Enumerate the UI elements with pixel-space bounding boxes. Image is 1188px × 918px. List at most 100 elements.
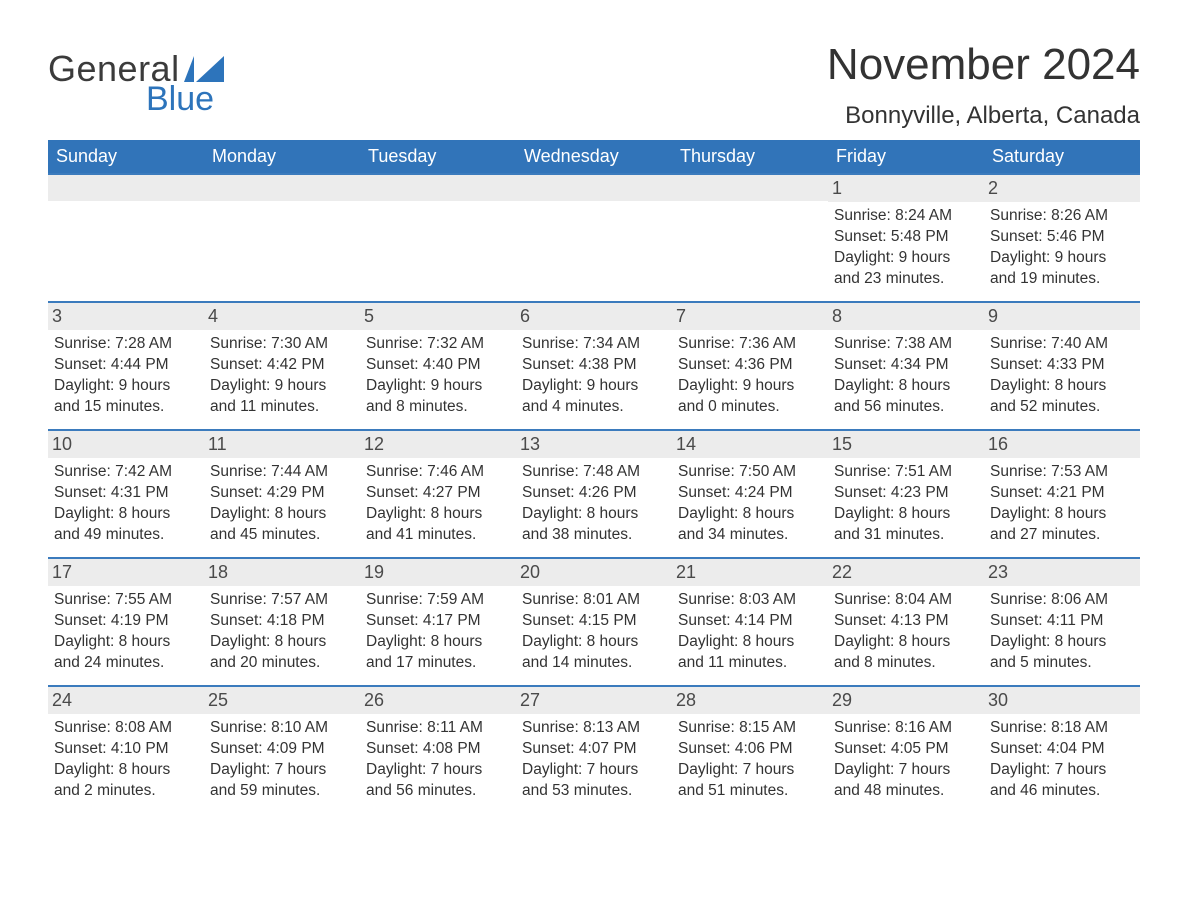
- day-cell: [672, 173, 828, 301]
- day-sunset: Sunset: 4:21 PM: [990, 483, 1134, 504]
- day-daylight1: Daylight: 8 hours: [834, 376, 978, 397]
- day-cell: [516, 173, 672, 301]
- day-cell: 25Sunrise: 8:10 AMSunset: 4:09 PMDayligh…: [204, 685, 360, 813]
- day-sunrise: Sunrise: 8:15 AM: [678, 718, 822, 739]
- day-daylight2: and 11 minutes.: [678, 653, 822, 674]
- day-daylight2: and 14 minutes.: [522, 653, 666, 674]
- logo-text-blue: Blue: [146, 80, 214, 119]
- day-daylight1: Daylight: 8 hours: [522, 632, 666, 653]
- day-number: 11: [204, 429, 360, 458]
- day-daylight2: and 41 minutes.: [366, 525, 510, 546]
- day-sunrise: Sunrise: 7:28 AM: [54, 334, 198, 355]
- day-sunrise: Sunrise: 7:42 AM: [54, 462, 198, 483]
- day-sunset: Sunset: 4:29 PM: [210, 483, 354, 504]
- weekday-cell: Friday: [828, 140, 984, 173]
- day-sunset: Sunset: 4:10 PM: [54, 739, 198, 760]
- day-sunset: Sunset: 4:26 PM: [522, 483, 666, 504]
- day-cell: 12Sunrise: 7:46 AMSunset: 4:27 PMDayligh…: [360, 429, 516, 557]
- day-number: 18: [204, 557, 360, 586]
- day-cell: 1Sunrise: 8:24 AMSunset: 5:48 PMDaylight…: [828, 173, 984, 301]
- day-sunrise: Sunrise: 8:10 AM: [210, 718, 354, 739]
- day-daylight1: Daylight: 8 hours: [54, 760, 198, 781]
- day-number: 3: [48, 301, 204, 330]
- day-sunset: Sunset: 4:15 PM: [522, 611, 666, 632]
- weekday-cell: Saturday: [984, 140, 1140, 173]
- day-daylight2: and 19 minutes.: [990, 269, 1134, 290]
- empty-day-bar: [516, 173, 672, 201]
- day-daylight1: Daylight: 8 hours: [54, 632, 198, 653]
- day-daylight1: Daylight: 8 hours: [522, 504, 666, 525]
- day-daylight1: Daylight: 7 hours: [366, 760, 510, 781]
- day-number: 21: [672, 557, 828, 586]
- day-daylight2: and 4 minutes.: [522, 397, 666, 418]
- day-daylight1: Daylight: 7 hours: [210, 760, 354, 781]
- day-daylight2: and 45 minutes.: [210, 525, 354, 546]
- day-sunset: Sunset: 4:42 PM: [210, 355, 354, 376]
- day-sunset: Sunset: 4:33 PM: [990, 355, 1134, 376]
- day-daylight2: and 2 minutes.: [54, 781, 198, 802]
- day-sunset: Sunset: 5:46 PM: [990, 227, 1134, 248]
- day-daylight1: Daylight: 8 hours: [210, 504, 354, 525]
- day-cell: 28Sunrise: 8:15 AMSunset: 4:06 PMDayligh…: [672, 685, 828, 813]
- weekday-cell: Thursday: [672, 140, 828, 173]
- day-cell: 24Sunrise: 8:08 AMSunset: 4:10 PMDayligh…: [48, 685, 204, 813]
- day-daylight2: and 31 minutes.: [834, 525, 978, 546]
- day-cell: [48, 173, 204, 301]
- day-cell: 13Sunrise: 7:48 AMSunset: 4:26 PMDayligh…: [516, 429, 672, 557]
- day-sunrise: Sunrise: 7:48 AM: [522, 462, 666, 483]
- location: Bonnyville, Alberta, Canada: [827, 102, 1140, 130]
- day-sunrise: Sunrise: 8:26 AM: [990, 206, 1134, 227]
- title-block: November 2024 Bonnyville, Alberta, Canad…: [827, 40, 1140, 130]
- day-sunset: Sunset: 4:36 PM: [678, 355, 822, 376]
- day-sunrise: Sunrise: 7:34 AM: [522, 334, 666, 355]
- day-sunset: Sunset: 4:18 PM: [210, 611, 354, 632]
- day-cell: 29Sunrise: 8:16 AMSunset: 4:05 PMDayligh…: [828, 685, 984, 813]
- day-daylight2: and 56 minutes.: [366, 781, 510, 802]
- day-daylight1: Daylight: 7 hours: [990, 760, 1134, 781]
- logo: General Blue: [48, 40, 224, 119]
- day-daylight1: Daylight: 8 hours: [210, 632, 354, 653]
- day-daylight1: Daylight: 8 hours: [54, 504, 198, 525]
- day-number: 4: [204, 301, 360, 330]
- day-daylight2: and 27 minutes.: [990, 525, 1134, 546]
- day-daylight2: and 5 minutes.: [990, 653, 1134, 674]
- day-sunrise: Sunrise: 8:11 AM: [366, 718, 510, 739]
- day-sunset: Sunset: 4:07 PM: [522, 739, 666, 760]
- day-number: 8: [828, 301, 984, 330]
- day-cell: 19Sunrise: 7:59 AMSunset: 4:17 PMDayligh…: [360, 557, 516, 685]
- day-daylight2: and 0 minutes.: [678, 397, 822, 418]
- day-daylight2: and 51 minutes.: [678, 781, 822, 802]
- day-daylight2: and 53 minutes.: [522, 781, 666, 802]
- day-cell: 26Sunrise: 8:11 AMSunset: 4:08 PMDayligh…: [360, 685, 516, 813]
- empty-day-bar: [204, 173, 360, 201]
- day-number: 12: [360, 429, 516, 458]
- day-sunrise: Sunrise: 7:40 AM: [990, 334, 1134, 355]
- day-sunrise: Sunrise: 8:08 AM: [54, 718, 198, 739]
- day-number: 19: [360, 557, 516, 586]
- day-daylight1: Daylight: 9 hours: [990, 248, 1134, 269]
- day-daylight2: and 34 minutes.: [678, 525, 822, 546]
- day-sunrise: Sunrise: 7:44 AM: [210, 462, 354, 483]
- day-cell: 16Sunrise: 7:53 AMSunset: 4:21 PMDayligh…: [984, 429, 1140, 557]
- week-row: 3Sunrise: 7:28 AMSunset: 4:44 PMDaylight…: [48, 301, 1140, 429]
- week-row: 10Sunrise: 7:42 AMSunset: 4:31 PMDayligh…: [48, 429, 1140, 557]
- day-daylight1: Daylight: 8 hours: [990, 504, 1134, 525]
- day-number: 29: [828, 685, 984, 714]
- day-daylight2: and 15 minutes.: [54, 397, 198, 418]
- day-sunrise: Sunrise: 7:51 AM: [834, 462, 978, 483]
- day-sunrise: Sunrise: 7:59 AM: [366, 590, 510, 611]
- day-number: 26: [360, 685, 516, 714]
- day-cell: 6Sunrise: 7:34 AMSunset: 4:38 PMDaylight…: [516, 301, 672, 429]
- day-sunrise: Sunrise: 7:32 AM: [366, 334, 510, 355]
- day-cell: 21Sunrise: 8:03 AMSunset: 4:14 PMDayligh…: [672, 557, 828, 685]
- day-sunset: Sunset: 4:24 PM: [678, 483, 822, 504]
- day-sunrise: Sunrise: 7:50 AM: [678, 462, 822, 483]
- day-cell: 27Sunrise: 8:13 AMSunset: 4:07 PMDayligh…: [516, 685, 672, 813]
- day-sunrise: Sunrise: 7:55 AM: [54, 590, 198, 611]
- day-cell: 3Sunrise: 7:28 AMSunset: 4:44 PMDaylight…: [48, 301, 204, 429]
- day-sunset: Sunset: 4:27 PM: [366, 483, 510, 504]
- day-number: 9: [984, 301, 1140, 330]
- header: General Blue November 2024 Bonnyville, A…: [48, 40, 1140, 130]
- day-daylight2: and 38 minutes.: [522, 525, 666, 546]
- day-sunrise: Sunrise: 7:36 AM: [678, 334, 822, 355]
